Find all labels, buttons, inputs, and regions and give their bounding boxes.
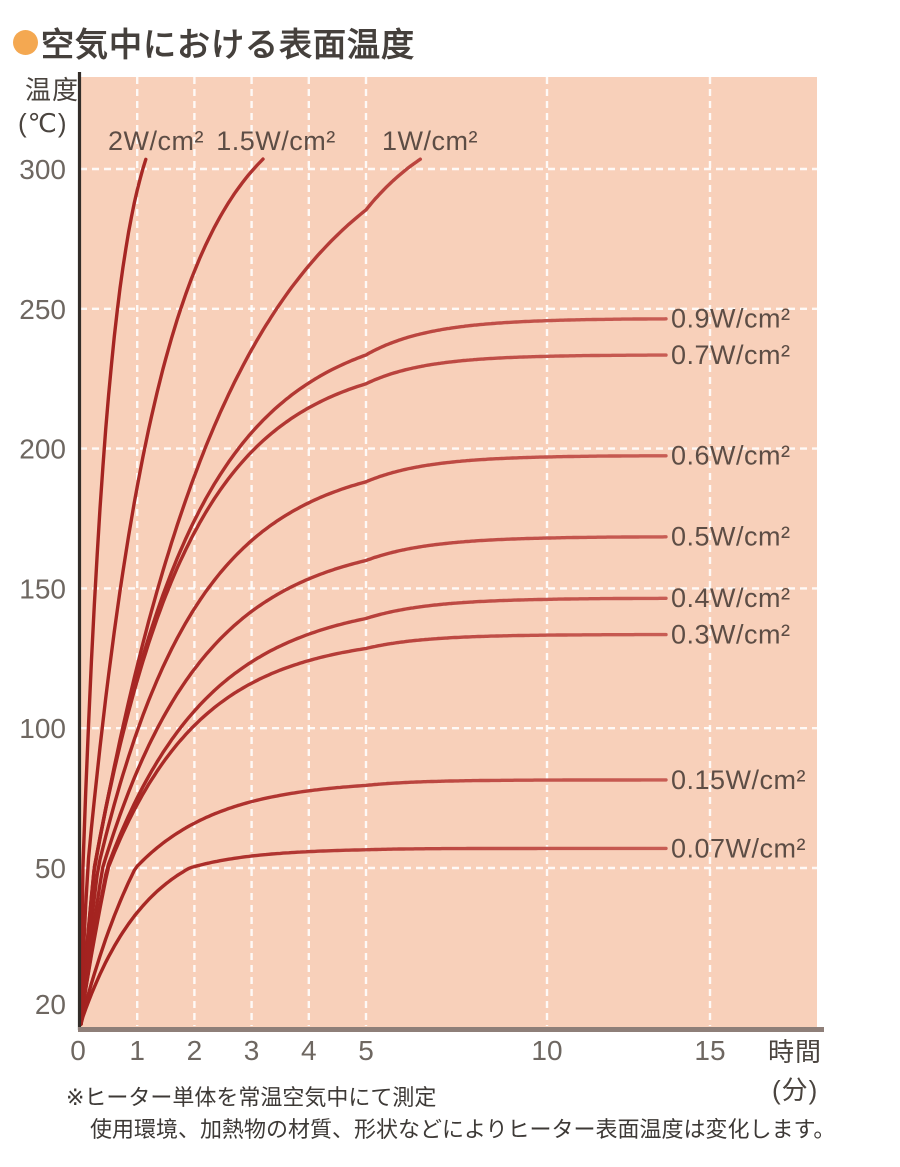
series-label-0.5W/cm²: 0.5W/cm²: [671, 522, 791, 552]
page-title: 空気中における表面温度: [41, 26, 415, 63]
y-tick-300: 300: [19, 154, 66, 185]
series-curve-1.5W/cm²: [79, 157, 265, 1026]
y-tick-20: 20: [35, 989, 66, 1020]
y-axis-unit-label-celsius: (℃): [18, 108, 68, 138]
series-label-0.15W/cm²: 0.15W/cm²: [671, 765, 806, 795]
x-tick-0: 0: [70, 1035, 86, 1066]
series-curve-0.5W/cm²: [79, 535, 668, 1026]
x-tick-10: 10: [531, 1035, 562, 1066]
x-tick-15: 15: [694, 1035, 725, 1066]
series-curve-0.6W/cm²: [79, 454, 668, 1026]
series-curve-0.15W/cm²: [79, 778, 668, 1026]
series-curve-0.07W/cm²: [79, 846, 668, 1026]
chart-header: 空気中における表面温度: [13, 18, 415, 66]
series-curve-1W/cm²: [79, 157, 422, 1026]
plot-area: 300 250 200 150 100 50 200 1 2 3 4 5 10 15 2W/cm² 1.5W/…: [19, 72, 824, 1066]
series-label-2W/cm²: 2W/cm²: [108, 126, 204, 156]
series-label-1W/cm²: 1W/cm²: [382, 126, 478, 156]
footnote-measurement-condition: ※ヒーター単体を常温空気中にて測定: [66, 1085, 437, 1110]
x-tick-2: 2: [187, 1035, 203, 1066]
x-tick-1: 1: [129, 1035, 145, 1066]
x-tick-3: 3: [244, 1035, 260, 1066]
y-tick-200: 200: [19, 434, 66, 465]
series-curve-0.7W/cm²: [79, 353, 668, 1026]
series-curve-0.9W/cm²: [79, 317, 668, 1026]
series-curve-0.4W/cm²: [79, 596, 668, 1026]
y-axis-unit-label: 温度: [25, 75, 80, 105]
series-curve-0.3W/cm²: [79, 632, 668, 1026]
x-tick-5: 5: [358, 1035, 374, 1066]
x-axis-unit-label: 時間: [768, 1037, 823, 1067]
series-label-0.9W/cm²: 0.9W/cm²: [671, 304, 791, 334]
y-tick-50: 50: [35, 853, 66, 884]
plot-background: [80, 77, 817, 1028]
series-label-0.7W/cm²: 0.7W/cm²: [671, 340, 791, 370]
series-label-0.3W/cm²: 0.3W/cm²: [671, 620, 791, 650]
series-label-0.07W/cm²: 0.07W/cm²: [671, 833, 806, 863]
series-curve-2W/cm²: [79, 157, 148, 1026]
x-tick-4: 4: [301, 1035, 317, 1066]
series-label-0.6W/cm²: 0.6W/cm²: [671, 441, 791, 471]
series-label-0.4W/cm²: 0.4W/cm²: [671, 583, 791, 613]
series-label-1.5W/cm²: 1.5W/cm²: [216, 126, 336, 156]
orange-bullet-icon: [13, 29, 38, 55]
x-axis-unit-label-minutes: (分): [772, 1075, 819, 1105]
y-tick-100: 100: [19, 713, 66, 744]
y-tick-150: 150: [19, 573, 66, 604]
footnote-disclaimer: 使用環境、加熱物の材質、形状などによりヒーター表面温度は変化します。: [90, 1117, 836, 1142]
y-tick-250: 250: [19, 294, 66, 325]
